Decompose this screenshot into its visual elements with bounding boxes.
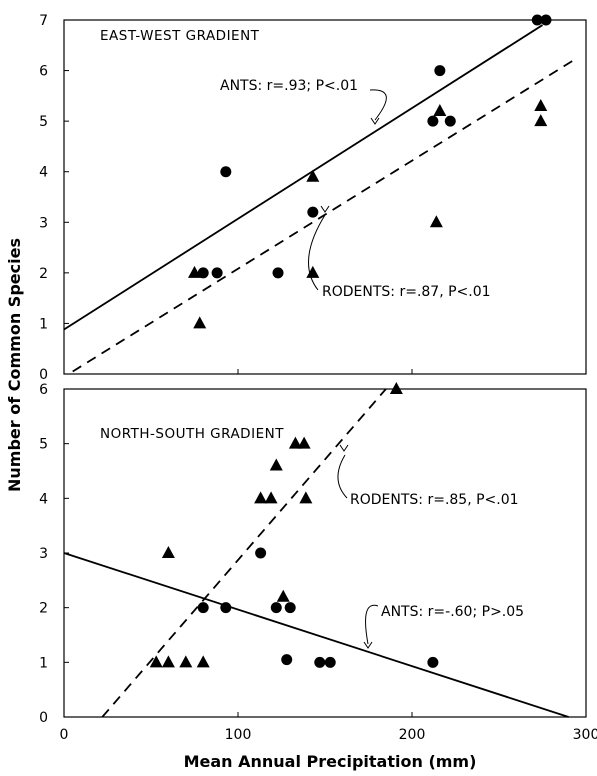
east-west-ant-point <box>444 115 456 127</box>
east-west-y-tick-label: 7 <box>39 13 48 29</box>
north-south-y-tick-label: 5 <box>39 437 48 453</box>
north-south-panel-title: NORTH-SOUTH GRADIENT <box>100 426 284 442</box>
y-axis-title: Number of Common Species <box>5 238 24 492</box>
east-west-annotation-leader <box>308 214 326 291</box>
north-south-rodent-point <box>149 655 163 668</box>
north-south-rodents-annotation: RODENTS: r=.85, P<.01 <box>350 492 519 508</box>
north-south-ant-point <box>284 602 296 614</box>
north-south-ants-regression-line <box>63 552 569 718</box>
east-west-rodent-point <box>306 265 320 278</box>
east-west-ants-annotation: ANTS: r=.93; P<.01 <box>220 78 358 94</box>
north-south-ant-point <box>220 602 232 614</box>
east-west-annotation-arrowhead <box>370 117 380 125</box>
north-south-ant-point <box>255 547 267 559</box>
north-south-ant-point <box>324 656 336 668</box>
north-south-annotation-arrowhead <box>339 444 349 452</box>
north-south-y-tick-label: 0 <box>39 710 48 726</box>
east-west-y-tick-label: 2 <box>39 266 48 282</box>
north-south-rodent-point <box>254 491 268 504</box>
east-west-ant-point <box>272 267 284 279</box>
east-west-ant-point <box>531 14 543 26</box>
north-south-ant-point <box>197 602 209 614</box>
east-west-ant-point <box>220 166 232 178</box>
north-south-y-tick-label: 3 <box>39 546 48 562</box>
north-south-rodents-regression-line <box>101 388 387 718</box>
east-west-y-tick-label: 5 <box>39 114 48 130</box>
east-west-ant-point <box>211 267 223 279</box>
north-south-rodent-point <box>179 655 193 668</box>
north-south-ants-annotation: ANTS: r=-.60; P>.05 <box>381 604 524 620</box>
east-west-y-tick-label: 3 <box>39 215 48 231</box>
north-south-x-tick-label: 100 <box>225 727 252 743</box>
north-south-rodent-point <box>269 458 283 471</box>
north-south-y-tick-label: 4 <box>39 491 48 507</box>
east-west-ants-regression-line <box>63 24 543 331</box>
east-west-rodent-point <box>188 265 201 278</box>
east-west-ant-point <box>427 115 439 127</box>
north-south-rodent-point <box>161 655 175 668</box>
north-south-ant-point <box>314 656 326 668</box>
east-west-rodent-point <box>429 215 443 228</box>
north-south-x-tick-label: 200 <box>399 727 426 743</box>
east-west-rodent-point <box>433 104 447 117</box>
north-south-rodent-point <box>297 436 311 449</box>
north-south-y-tick-label: 2 <box>39 601 48 617</box>
north-south-rodent-point <box>299 491 313 504</box>
east-west-y-tick-label: 4 <box>39 165 48 181</box>
east-west-ant-point <box>434 65 446 77</box>
east-west-y-tick-label: 6 <box>39 64 48 80</box>
north-south-rodent-point <box>389 382 403 394</box>
north-south-y-tick-label: 1 <box>39 655 48 671</box>
north-south-annotation-leader <box>337 454 348 499</box>
north-south-ant-point <box>281 654 293 666</box>
north-south-y-tick-label: 6 <box>39 382 48 398</box>
east-west-rodent-point <box>306 169 320 182</box>
north-south-ant-point <box>427 656 439 668</box>
east-west-rodents-regression-line <box>72 57 578 373</box>
north-south-x-tick-label: 0 <box>60 727 69 743</box>
east-west-annotation-leader <box>369 89 387 121</box>
north-south-panel: NORTH-SOUTH GRADIENT 0 1 2 3 4 5 6 0 100 200 300 AN… <box>39 382 597 743</box>
east-west-panel-title: EAST-WEST GRADIENT <box>100 28 260 44</box>
north-south-annotation-leader <box>365 604 379 645</box>
east-west-rodent-point <box>193 316 207 329</box>
east-west-ant-point <box>197 267 209 279</box>
east-west-ant-point <box>540 14 552 26</box>
east-west-ant-point <box>307 206 319 218</box>
x-axis-title: Mean Annual Precipitation (mm) <box>184 752 477 771</box>
north-south-annotation-arrowhead <box>363 641 373 649</box>
north-south-rodent-point <box>276 589 290 602</box>
east-west-y-tick-label: 0 <box>39 367 48 383</box>
north-south-rodent-point <box>161 546 175 558</box>
east-west-rodent-point <box>534 114 548 127</box>
east-west-plot-frame <box>63 19 587 375</box>
east-west-annotation-arrowhead <box>320 205 330 213</box>
east-west-rodents-annotation: RODENTS: r=.87, P<.01 <box>322 284 491 300</box>
north-south-rodent-point <box>288 436 302 449</box>
north-south-rodent-point <box>264 491 278 504</box>
north-south-rodent-point <box>196 655 210 668</box>
east-west-panel: EAST-WEST GRADIENT 0 1 2 3 4 5 6 7 ANTS: r=.93; … <box>39 13 587 383</box>
east-west-y-tick-label: 1 <box>39 316 48 332</box>
north-south-x-tick-label: 300 <box>573 727 597 743</box>
north-south-ant-point <box>270 602 282 614</box>
east-west-rodent-point <box>534 98 548 111</box>
